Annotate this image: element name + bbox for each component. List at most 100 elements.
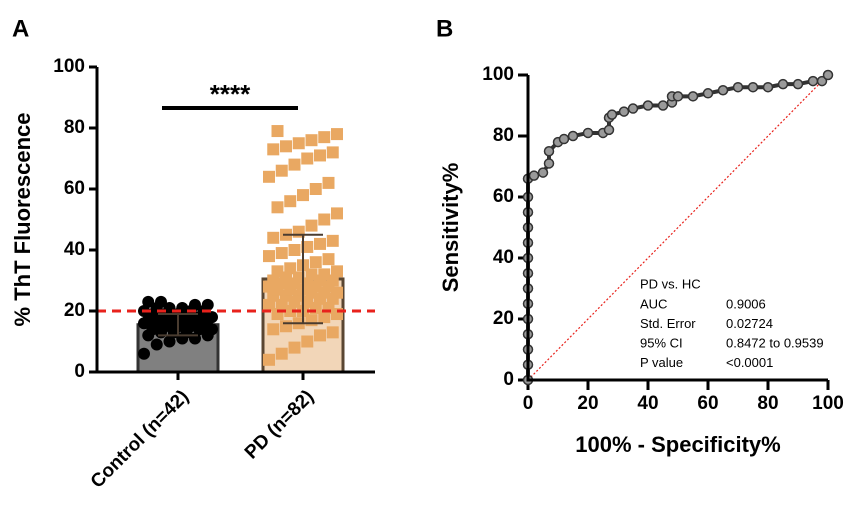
roc-point	[627, 103, 639, 114]
y-axis-label: % ThT Fluorescence	[10, 113, 35, 327]
data-point	[263, 298, 275, 311]
roc-point	[792, 78, 804, 90]
data-point	[314, 237, 326, 250]
x-tick-label: 40	[637, 393, 658, 414]
x-tick-label: Control (n=42)	[87, 386, 193, 492]
data-point	[318, 311, 331, 324]
data-point	[280, 320, 292, 333]
data-point	[301, 152, 314, 165]
data-point	[275, 247, 288, 260]
data-point	[301, 240, 314, 253]
data-point	[331, 207, 343, 220]
roc-point	[582, 127, 594, 139]
data-point	[150, 338, 163, 351]
roc-point	[543, 158, 555, 169]
roc-point	[816, 75, 828, 87]
y-tick-label: 80	[64, 117, 85, 138]
data-point	[275, 298, 288, 311]
data-point	[280, 140, 292, 153]
roc-point	[687, 91, 699, 102]
annotation-title: PD vs. HC	[640, 276, 701, 291]
x-tick-label: 0	[523, 393, 534, 414]
roc-point	[777, 78, 789, 90]
data-point	[263, 250, 275, 263]
y-tick-label: 60	[64, 178, 85, 199]
y-tick-label: 100	[53, 56, 85, 77]
data-point	[326, 146, 339, 159]
data-point	[305, 134, 318, 147]
roc-point	[603, 124, 615, 136]
data-point	[267, 323, 280, 336]
roc-point	[702, 88, 714, 99]
roc-point	[642, 100, 654, 111]
annotation-label: Std. Error	[640, 316, 696, 331]
y-tick-label: 20	[64, 300, 85, 321]
data-point	[318, 131, 331, 144]
annotation-label: AUC	[640, 296, 667, 311]
axes	[95, 67, 375, 374]
roc-point	[657, 100, 669, 111]
y-tick-label: 100	[482, 64, 514, 85]
data-point	[318, 213, 331, 226]
panel-label: B	[436, 15, 453, 42]
roc-point	[762, 81, 774, 93]
data-point	[305, 268, 318, 281]
roc-point	[537, 167, 549, 178]
data-point	[301, 335, 314, 348]
annotation-label: P value	[640, 355, 683, 370]
roc-point	[672, 91, 684, 102]
data-point	[331, 128, 343, 141]
x-tick-label: 60	[697, 393, 718, 414]
data-point	[309, 256, 322, 269]
annotation-label: 95% CI	[640, 335, 683, 350]
data-point	[271, 201, 284, 214]
data-point	[206, 311, 218, 324]
y-tick-label: 0	[503, 369, 514, 390]
data-point	[284, 195, 297, 208]
data-point	[288, 244, 301, 256]
data-point	[263, 353, 275, 366]
x-tick-label: 80	[757, 393, 778, 414]
x-tick-label: PD (n=82)	[241, 386, 318, 463]
data-point	[322, 176, 335, 189]
annotation-value: <0.0001	[726, 355, 773, 370]
data-point	[284, 262, 297, 275]
data-point	[314, 149, 326, 162]
roc-point	[558, 133, 570, 145]
data-point	[263, 170, 275, 183]
data-point	[305, 219, 318, 232]
data-point	[318, 268, 331, 281]
roc-point	[606, 109, 618, 120]
error-bar	[283, 233, 323, 325]
chance-line	[527, 74, 829, 381]
data-point	[314, 329, 326, 342]
data-point	[297, 189, 309, 202]
data-point	[267, 231, 280, 244]
data-point	[326, 326, 339, 339]
significance-label: ****	[210, 79, 251, 109]
data-point	[331, 265, 343, 278]
roc-point	[543, 146, 555, 157]
data-point	[155, 295, 167, 308]
data-point	[309, 183, 322, 195]
x-axis-label: 100% - Specificity%	[575, 432, 780, 457]
data-point	[275, 347, 288, 360]
roc-point	[732, 81, 744, 93]
annotation-value: 0.8472 to 0.9539	[726, 335, 824, 350]
data-point	[284, 277, 297, 290]
data-point	[267, 274, 280, 287]
error-bar	[158, 313, 198, 337]
data-point	[288, 158, 301, 171]
data-point	[326, 234, 339, 247]
x-tick-label: 100	[812, 393, 844, 414]
panel-label: A	[12, 15, 29, 42]
y-tick-label: 60	[493, 186, 514, 207]
data-point	[142, 295, 155, 308]
y-tick-label: 0	[74, 361, 85, 382]
roc-point	[747, 81, 759, 93]
y-tick-label: 80	[493, 125, 514, 146]
data-point	[267, 143, 280, 156]
axes	[526, 75, 828, 382]
